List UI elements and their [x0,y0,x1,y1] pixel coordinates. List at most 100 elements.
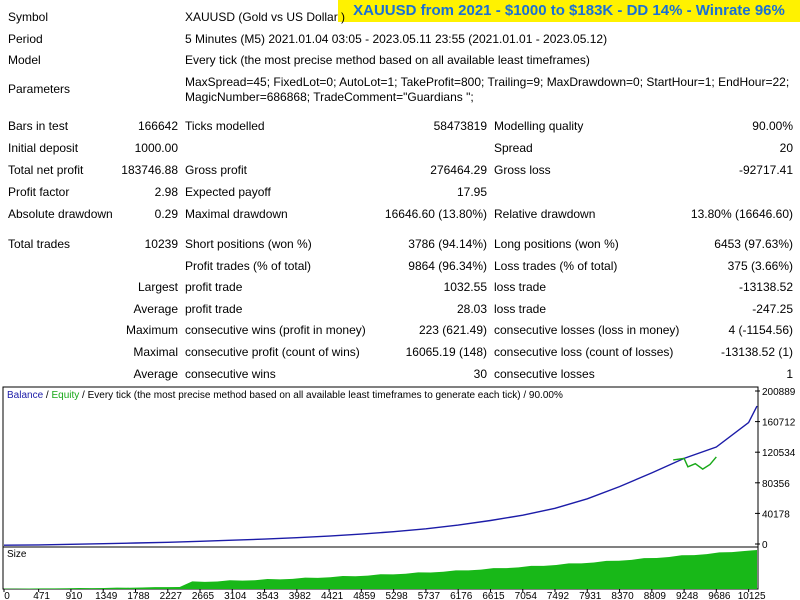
x-tick-label: 6615 [482,591,505,600]
balance-chart-svg: 200889 160712 120534 80356 40178 0 0 471 910 134… [2,386,796,600]
equity-line [673,456,717,470]
avg-consec-prefix: Average [133,367,178,381]
gross-profit-value: 276464.29 [430,163,487,177]
y-tick-label: 80356 [762,479,790,490]
average-profit-label: profit trade [185,302,243,316]
x-tick-label: 9686 [708,591,731,600]
main-plot-frame [2,386,759,548]
short-positions-label: Short positions (won %) [185,237,312,251]
x-tick-label: 3982 [289,591,312,600]
banner-text: from 2021 - $1000 to $183K - DD 14% - Wi… [420,2,785,19]
max-consec-losses-value: 4 (-1154.56) [728,323,793,337]
y-tick-label: 160712 [762,418,796,429]
period-label: Period [8,32,43,46]
x-tick-label: 9248 [676,591,699,600]
y-tick-label: 200889 [762,387,796,398]
ticks-label: Ticks modelled [185,119,265,133]
net-profit-value: 183746.88 [121,163,178,177]
rel-drawdown-value: 13.80% (16646.60) [690,207,793,221]
balance-line [3,405,758,546]
loss-trades-label: Loss trades (% of total) [494,259,618,273]
maximal-consec-loss-value: -13138.52 (1) [720,345,793,359]
legend-equity: Equity [51,390,79,401]
maximal-consec-profit-value: 16065.19 (148) [405,345,487,359]
maximal-consec-loss-label: consecutive loss (count of losses) [494,345,674,359]
rel-drawdown-label: Relative drawdown [494,207,596,221]
avg-consec-losses-value: 1 [786,367,793,381]
deposit-value: 1000.00 [134,141,178,155]
maximal-prefix: Maximal [133,345,178,359]
largest-profit-value: 1032.55 [443,280,487,294]
legend-rest: / Every tick (the most precise method ba… [79,390,563,401]
x-tick-label: 3104 [224,591,247,600]
gross-loss-label: Gross loss [494,163,551,177]
x-tick-label: 7492 [547,591,570,600]
x-tick-label: 471 [33,591,50,600]
x-tick-label: 5298 [386,591,409,600]
x-tick-label: 6176 [450,591,473,600]
deposit-label: Initial deposit [8,141,79,155]
quality-value: 90.00% [752,119,793,133]
x-tick-label: 8809 [644,591,667,600]
size-area [4,550,757,589]
total-trades-label: Total trades [8,237,71,251]
maximal-consec-profit-label: consecutive profit (count of wins) [185,345,360,359]
y-tick-label: 0 [762,540,768,551]
symbol-value: XAUUSD (Gold vs US Dollar ) [185,10,346,24]
x-tick-label: 1788 [127,591,150,600]
x-tick-label: 1349 [95,591,118,600]
max-consec-wins-label: consecutive wins (profit in money) [185,323,366,337]
x-tick-label: 7054 [515,591,538,600]
gross-profit-label: Gross profit [185,163,248,177]
ticks-value: 58473819 [433,119,487,133]
balance-chart: 200889 160712 120534 80356 40178 0 0 471 910 134… [0,385,800,600]
profit-factor-value: 2.98 [154,185,178,199]
avg-consec-losses-label: consecutive losses [494,367,595,381]
symbol-label: Symbol [8,10,49,24]
x-tick-label: 4859 [353,591,376,600]
largest-profit-label: profit trade [185,280,243,294]
short-positions-value: 3786 (94.14%) [408,237,487,251]
legend-sep: / [43,390,51,401]
long-positions-label: Long positions (won %) [494,237,619,251]
profit-trades-value: 9864 (96.34%) [408,259,487,273]
x-tick-labels: 0 471 910 1349 1788 2227 2665 3104 3543 3982 4421 4… [3,589,766,600]
x-tick-label: 2227 [160,591,183,600]
x-tick-label: 8370 [611,591,634,600]
promo-banner: XAUUSD from 2021 - $1000 to $183K - DD 1… [338,0,800,22]
parameters-line1: MaxSpread=45; FixedLot=0; AutoLot=1; Tak… [185,75,790,89]
report-panel: XAUUSD from 2021 - $1000 to $183K - DD 1… [8,0,800,381]
x-tick-label: 7931 [579,591,602,600]
bars-value: 166642 [137,119,178,133]
model-label: Model [8,53,41,67]
banner-symbol: XAUUSD [353,2,417,19]
max-drawdown-value: 16646.60 (13.80%) [384,207,487,221]
profit-trades-label: Profit trades (% of total) [185,259,312,273]
maximum-prefix: Maximum [125,323,178,337]
spread-label: Spread [494,141,533,155]
x-tick-label: 10125 [738,591,766,600]
abs-drawdown-value: 0.29 [154,207,178,221]
bars-label: Bars in test [8,119,69,133]
average-loss-value: -247.25 [752,302,793,316]
legend-balance: Balance [7,390,44,401]
max-drawdown-label: Maximal drawdown [185,207,288,221]
max-consec-losses-label: consecutive losses (loss in money) [494,323,680,337]
x-tick-label: 4421 [321,591,344,600]
x-tick-label: 2665 [192,591,215,600]
x-tick-label: 3543 [256,591,279,600]
x-tick-label: 0 [4,591,10,600]
average-loss-label: loss trade [494,302,547,316]
y-tick-label: 40178 [762,509,790,520]
parameters-label: Parameters [8,82,71,96]
largest-prefix: Largest [137,280,178,294]
expected-payoff-value: 17.95 [456,185,487,199]
x-tick-label: 5737 [418,591,441,600]
y-tick-label: 120534 [762,448,796,459]
y-tick-labels: 200889 160712 120534 80356 40178 0 [755,387,796,551]
net-profit-label: Total net profit [8,163,84,177]
average-profit-value: 28.03 [456,302,487,316]
period-value: 5 Minutes (M5) 2021.01.04 03:05 - 2023.0… [185,32,608,46]
long-positions-value: 6453 (97.63%) [714,237,793,251]
profit-factor-label: Profit factor [8,185,70,199]
